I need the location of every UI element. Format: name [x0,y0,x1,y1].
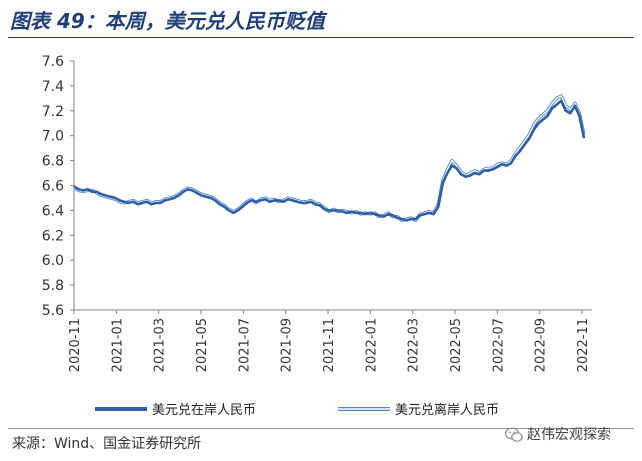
y-tick-label: 5.6 [42,303,64,319]
x-tick-label: 2022-01 [364,318,379,372]
series-layer [73,94,586,222]
y-tick-label: 7.2 [42,104,64,120]
legend-offshore-label: 美元兑离岸人民币 [395,402,499,418]
x-tick-label: 2021-11 [322,318,337,372]
wechat-icon [504,427,523,443]
title-divider [8,37,634,38]
y-tick-label: 6.0 [42,253,64,269]
y-tick-label: 6.8 [42,154,64,170]
y-tick-label: 6.6 [42,179,64,195]
y-tick-label: 5.8 [42,278,64,294]
watermark: 赵伟宏观探索 [504,423,611,447]
x-tick-label: 2022-11 [576,318,591,372]
legend-onshore-label: 美元兑在岸人民币 [152,403,256,418]
chart-legend: 美元兑在岸人民币 美元兑离岸人民币 [95,402,499,418]
series-offshore-line [73,95,585,222]
x-tick-label: 2020-11 [68,318,83,372]
source-divider [8,428,634,429]
x-tick-label: 2022-05 [449,318,464,372]
page-title: 图表 49：本周，美元兑人民币贬值 [10,9,325,33]
x-tick-label: 2021-07 [237,318,252,372]
x-tick-label: 2021-03 [153,318,168,372]
y-tick-label: 6.2 [42,228,64,244]
y-tick-label: 6.4 [42,203,64,219]
x-tick-label: 2021-09 [280,318,295,372]
x-tick-label: 2022-09 [534,318,549,372]
chart-axes: 5.6 5.8 6.0 6.2 6.4 6.6 6.8 7.0 7.2 7.4 7.6 2020-11… [42,54,592,372]
y-tick-label: 7.6 [42,54,64,70]
watermark-text: 赵伟宏观探索 [527,427,611,443]
y-tick-label: 7.0 [42,129,64,145]
x-tick-label: 2022-07 [491,318,506,372]
x-tick-label: 2022-03 [407,318,422,372]
x-tick-label: 2021-01 [110,318,125,372]
x-tick-label: 2021-05 [195,318,210,372]
source-note: 来源：Wind、国金证券研究所 [12,436,202,452]
y-tick-label: 7.4 [42,79,64,95]
series-onshore-line [73,99,586,222]
